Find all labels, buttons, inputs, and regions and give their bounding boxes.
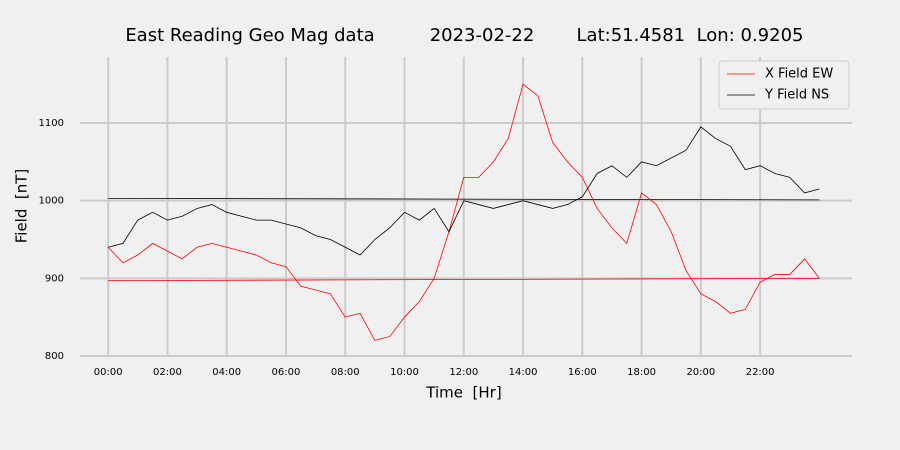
- x-tick-label: 22:00: [746, 367, 775, 378]
- chart-date: 2023-02-22: [430, 25, 535, 46]
- data-line: [108, 126, 820, 256]
- x-axis-label: Time [Hr]: [425, 384, 501, 402]
- x-tick-label: 14:00: [509, 367, 538, 378]
- y-tick-label: 1100: [39, 118, 64, 129]
- reference-line: [108, 197, 820, 201]
- legend-frame: [718, 60, 850, 110]
- x-tick-label: 16:00: [568, 367, 597, 378]
- x-tick-label: 18:00: [627, 367, 656, 378]
- x-tick-label: 12:00: [449, 367, 478, 378]
- x-tick-label: 20:00: [686, 367, 715, 378]
- data-line: [107, 83, 820, 341]
- legend-label: X Field EW: [765, 67, 833, 82]
- grid: 00:00 02:00 04:00 06:00 08:00 10:00 12:00 14:00…: [39, 57, 852, 378]
- x-tick-label: 02:00: [153, 367, 182, 378]
- x-tick-label: 08:00: [331, 367, 360, 378]
- legend: X Field EW Y Field NS: [718, 60, 850, 110]
- chart-location: Lat:51.4581 Lon: 0.9205: [577, 25, 804, 46]
- x-tick-label: 00:00: [94, 367, 123, 378]
- chart-title: East Reading Geo Mag data: [125, 25, 374, 46]
- x-tick-label: 06:00: [272, 367, 301, 378]
- y-axis-label: Field [nT]: [13, 169, 31, 244]
- x-tick-label: 10:00: [390, 367, 419, 378]
- y-tick-label: 800: [45, 351, 64, 362]
- legend-label: Y Field NS: [764, 88, 829, 103]
- y-tick-label: 900: [45, 273, 64, 284]
- x-tick-label: 04:00: [212, 367, 241, 378]
- plot: [107, 83, 820, 341]
- reference-line: [108, 277, 820, 282]
- y-tick-label: 1000: [39, 196, 64, 207]
